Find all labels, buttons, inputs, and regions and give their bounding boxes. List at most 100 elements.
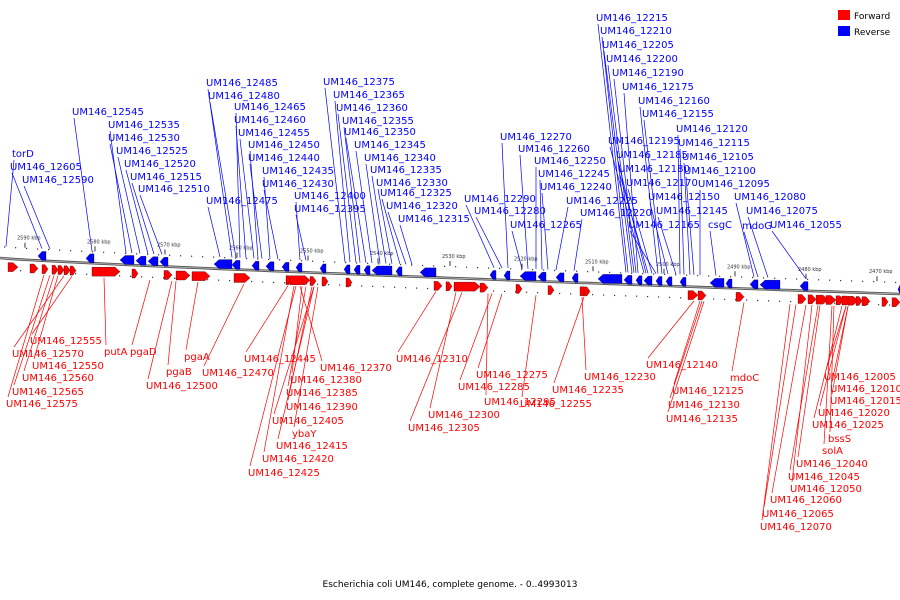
reverse-gene-label[interactable]: UM146_12340 xyxy=(364,153,436,164)
reverse-gene-label[interactable]: UM146_12270 xyxy=(500,132,572,143)
forward-gene-label[interactable]: pgaB xyxy=(166,367,192,378)
reverse-gene-label[interactable]: UM146_12315 xyxy=(398,214,470,225)
forward-gene-label[interactable]: putA xyxy=(104,347,128,358)
reverse-gene-label[interactable]: UM146_12590 xyxy=(22,175,94,186)
reverse-gene-label[interactable]: csgC xyxy=(708,220,732,231)
reverse-gene-label[interactable]: UM146_12180 xyxy=(618,164,690,175)
forward-gene-label[interactable]: UM146_12305 xyxy=(408,423,480,434)
reverse-gene-label[interactable]: UM146_12055 xyxy=(770,220,842,231)
forward-gene-label[interactable]: UM146_12020 xyxy=(818,408,890,419)
forward-gene-label[interactable]: pgaA xyxy=(184,352,210,363)
reverse-gene-label[interactable]: UM146_12435 xyxy=(262,166,334,177)
reverse-gene-label[interactable]: UM146_12525 xyxy=(116,146,188,157)
forward-gene-label[interactable]: UM146_12230 xyxy=(584,372,656,383)
reverse-gene-label[interactable]: UM146_12245 xyxy=(538,169,610,180)
forward-gene-label[interactable]: UM146_12010 xyxy=(830,384,900,395)
forward-gene-label[interactable]: UM146_12060 xyxy=(770,495,842,506)
reverse-gene-label[interactable]: UM146_12320 xyxy=(386,201,458,212)
forward-gene-label[interactable]: UM146_12300 xyxy=(428,410,500,421)
forward-gene-label[interactable]: mdoC xyxy=(730,373,759,384)
forward-gene-label[interactable]: UM146_12050 xyxy=(790,484,862,495)
reverse-gene-label[interactable]: UM146_12535 xyxy=(108,120,180,131)
reverse-gene-label[interactable]: UM146_12605 xyxy=(10,162,82,173)
reverse-gene-label[interactable]: UM146_12515 xyxy=(130,172,202,183)
reverse-gene-label[interactable]: mdoG xyxy=(742,221,772,232)
reverse-gene-label[interactable]: UM146_12165 xyxy=(628,220,700,231)
forward-gene-label[interactable]: UM146_12565 xyxy=(12,387,84,398)
reverse-gene-label[interactable]: UM146_12075 xyxy=(746,206,818,217)
reverse-gene-label[interactable]: UM146_12480 xyxy=(208,91,280,102)
reverse-gene-label[interactable]: UM146_12150 xyxy=(648,192,720,203)
reverse-gene-label[interactable]: UM146_12225 xyxy=(566,196,638,207)
reverse-gene-label[interactable]: UM146_12170 xyxy=(626,178,698,189)
forward-gene-label[interactable]: ybaY xyxy=(292,429,317,440)
forward-gene-label[interactable]: UM146_12045 xyxy=(788,472,860,483)
forward-gene-label[interactable]: UM146_12575 xyxy=(6,399,78,410)
reverse-gene-label[interactable]: UM146_12430 xyxy=(262,179,334,190)
reverse-gene-label[interactable]: UM146_12195 xyxy=(608,136,680,147)
reverse-gene-label[interactable]: UM146_12190 xyxy=(612,68,684,79)
reverse-gene-label[interactable]: UM146_12290 xyxy=(464,194,536,205)
reverse-gene-label[interactable]: UM146_12160 xyxy=(638,96,710,107)
reverse-gene-label[interactable]: UM146_12200 xyxy=(606,54,678,65)
reverse-gene-label[interactable]: UM146_12465 xyxy=(234,102,306,113)
forward-gene-label[interactable]: UM146_12550 xyxy=(32,361,104,372)
forward-gene-label[interactable]: UM146_12390 xyxy=(286,402,358,413)
forward-gene-label[interactable]: UM146_12070 xyxy=(760,522,832,533)
reverse-gene-label[interactable]: UM146_12355 xyxy=(342,116,414,127)
forward-gene-label[interactable]: UM146_12275 xyxy=(476,370,548,381)
forward-gene-label[interactable]: UM146_12310 xyxy=(396,354,468,365)
forward-gene-label[interactable]: UM146_12385 xyxy=(286,388,358,399)
reverse-gene-label[interactable]: UM146_12115 xyxy=(678,138,750,149)
reverse-gene-label[interactable]: UM146_12155 xyxy=(642,109,714,120)
reverse-gene-label[interactable]: UM146_12440 xyxy=(248,153,320,164)
forward-gene-label[interactable]: UM146_12255 xyxy=(520,399,592,410)
reverse-gene-label[interactable]: UM146_12520 xyxy=(124,159,196,170)
reverse-gene-label[interactable]: UM146_12475 xyxy=(206,196,278,207)
reverse-gene-label[interactable]: UM146_12330 xyxy=(376,178,448,189)
reverse-gene-label[interactable]: UM146_12530 xyxy=(108,133,180,144)
forward-gene-label[interactable]: UM146_12285 xyxy=(458,382,530,393)
forward-gene-label[interactable]: UM146_12005 xyxy=(824,372,896,383)
reverse-gene-label[interactable]: UM146_12485 xyxy=(206,78,278,89)
reverse-gene-label[interactable]: UM146_12345 xyxy=(354,140,426,151)
forward-gene-label[interactable]: solA xyxy=(822,446,843,457)
reverse-gene-label[interactable]: UM146_12325 xyxy=(380,188,452,199)
reverse-gene-label[interactable]: UM146_12220 xyxy=(580,208,652,219)
forward-gene-label[interactable]: UM146_12370 xyxy=(320,363,392,374)
reverse-gene-label[interactable]: UM146_12120 xyxy=(676,124,748,135)
forward-gene-label[interactable]: UM146_12500 xyxy=(146,381,218,392)
forward-gene-label[interactable]: UM146_12235 xyxy=(552,385,624,396)
reverse-gene-label[interactable]: UM146_12260 xyxy=(518,144,590,155)
forward-gene-label[interactable]: UM146_12415 xyxy=(276,441,348,452)
reverse-gene-label[interactable]: UM146_12360 xyxy=(336,103,408,114)
reverse-gene-label[interactable]: UM146_12175 xyxy=(622,82,694,93)
reverse-gene-label[interactable]: UM146_12545 xyxy=(72,107,144,118)
reverse-gene-label[interactable]: UM146_12210 xyxy=(600,26,672,37)
reverse-gene-label[interactable]: UM146_12350 xyxy=(344,127,416,138)
forward-gene-label[interactable]: UM146_12555 xyxy=(30,336,102,347)
forward-gene-label[interactable]: UM146_12380 xyxy=(290,375,362,386)
forward-gene-label[interactable]: pgaD xyxy=(130,347,157,358)
forward-gene-label[interactable]: UM146_12405 xyxy=(272,416,344,427)
forward-gene-label[interactable]: UM146_12140 xyxy=(646,360,718,371)
reverse-gene-label[interactable]: UM146_12510 xyxy=(138,184,210,195)
forward-gene-label[interactable]: UM146_12420 xyxy=(262,454,334,465)
forward-gene-label[interactable]: UM146_12130 xyxy=(668,400,740,411)
forward-gene-label[interactable]: UM146_12295 xyxy=(484,397,556,408)
forward-gene-label[interactable]: bssS xyxy=(828,434,851,445)
forward-gene-label[interactable]: UM146_12560 xyxy=(22,373,94,384)
reverse-gene-label[interactable]: UM146_12265 xyxy=(510,220,582,231)
forward-gene-label[interactable]: UM146_12125 xyxy=(672,386,744,397)
reverse-gene-label[interactable]: UM146_12095 xyxy=(698,179,770,190)
forward-gene-label[interactable]: UM146_12040 xyxy=(796,459,868,470)
reverse-gene-label[interactable]: UM146_12335 xyxy=(370,165,442,176)
reverse-gene-label[interactable]: UM146_12215 xyxy=(596,13,668,24)
reverse-gene-label[interactable]: UM146_12450 xyxy=(248,140,320,151)
reverse-gene-label[interactable]: UM146_12145 xyxy=(656,206,728,217)
reverse-gene-label[interactable]: UM146_12455 xyxy=(238,128,310,139)
reverse-gene-label[interactable]: UM146_12395 xyxy=(294,204,366,215)
forward-gene-label[interactable]: UM146_12065 xyxy=(762,509,834,520)
forward-gene-label[interactable]: UM146_12135 xyxy=(666,414,738,425)
reverse-gene-label[interactable]: UM146_12250 xyxy=(534,156,606,167)
